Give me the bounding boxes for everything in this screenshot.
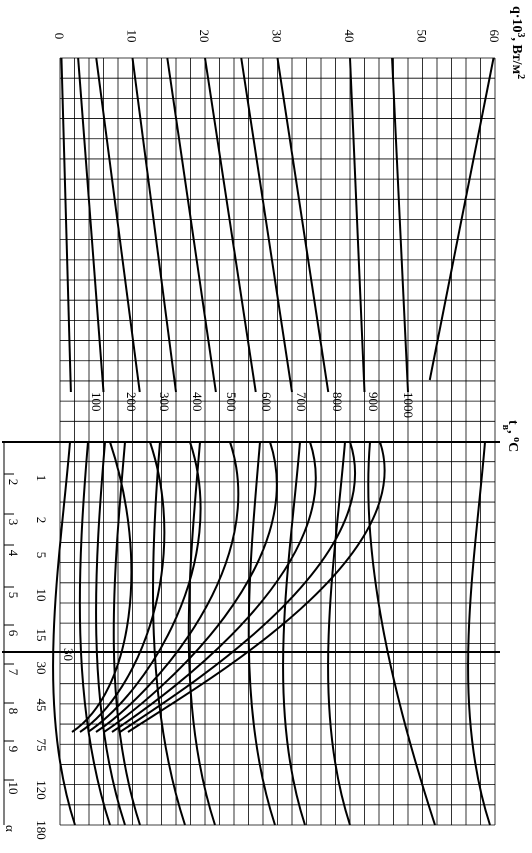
temp-line-upper: [276, 57, 330, 393]
alpha-curve: [103, 441, 278, 733]
grid: [2, 57, 500, 826]
temperature-label: 900: [366, 392, 381, 412]
alpha-tick-label: 9: [6, 746, 21, 753]
svg-text:tв, oC: tв, oC: [501, 420, 523, 452]
tau-curve: [367, 441, 436, 826]
alpha-curve: [79, 441, 166, 733]
y-axis-label: q·103, Вт/м2: [509, 6, 527, 79]
temp-line-upper: [204, 57, 257, 393]
alpha-curve: [111, 441, 317, 733]
tau-tick-label: 180: [34, 820, 49, 840]
tau-curve: [112, 441, 141, 826]
alpha-tick-label: 3: [6, 519, 21, 526]
mark-30: 30: [61, 648, 76, 661]
alpha-tick-label: 5: [6, 592, 21, 599]
q-tick-label: 30: [270, 30, 285, 43]
q-tick-label: 0: [52, 33, 67, 40]
alpha-curve: [127, 441, 386, 733]
alpha-tick-label: 7: [6, 669, 21, 676]
temperature-label: 300: [157, 392, 172, 412]
alpha-curve: [87, 441, 202, 733]
tau-tick-label: 75: [34, 739, 49, 752]
q-tick-label: 40: [342, 30, 357, 43]
tau-curve: [95, 441, 126, 826]
temp-line-upper: [131, 57, 177, 393]
tau-tick-label: 120: [34, 780, 49, 800]
temperature-label: 600: [259, 392, 274, 412]
alpha-tick-label: 10: [6, 782, 21, 795]
alpha-axis-label: α: [3, 825, 18, 832]
tau-curve: [52, 441, 76, 826]
alpha-tick-label: 2: [6, 479, 21, 486]
temp-line-upper: [166, 57, 217, 393]
tau-curve: [282, 441, 306, 826]
tau-tick-label: 5: [34, 552, 49, 559]
tau-tick-label: 15: [34, 629, 49, 642]
temperature-label: 800: [330, 392, 345, 412]
labels: 0 10 20 30 40 50 60 100 200 300 400 500 600 700 800 900…: [3, 30, 502, 840]
tau-curve: [187, 441, 216, 826]
q-tick-label: 60: [487, 30, 502, 43]
tau-curve: [467, 441, 491, 826]
alpha-curve: [71, 441, 133, 733]
temp-line-upper: [240, 57, 293, 393]
temp-line-upper: [349, 57, 366, 393]
temperature-axis-label: tв, oC: [501, 420, 523, 452]
temperature-label: 500: [224, 392, 239, 412]
tau-curve: [327, 441, 351, 826]
tau-curve: [247, 441, 276, 826]
temperature-label: 400: [190, 392, 205, 412]
alpha-tick-label: 4: [6, 550, 21, 557]
alpha-curve: [95, 441, 240, 733]
alpha-tick-label: 6: [6, 630, 21, 637]
tau-curve: [151, 441, 186, 826]
temp-line-upper: [391, 57, 409, 393]
curves: [52, 57, 495, 826]
tau-tick-label: 30: [34, 662, 49, 675]
temperature-label: 100: [89, 392, 104, 412]
tau-tick-label: 10: [34, 589, 49, 602]
svg-text:q·103, Вт/м2: q·103, Вт/м2: [509, 6, 527, 79]
q-tick-label: 50: [415, 30, 430, 43]
tau-curve: [78, 441, 111, 826]
alpha-tick-label: 8: [6, 708, 21, 715]
temperature-label: 1000: [401, 392, 416, 418]
alpha-curve: [119, 441, 357, 733]
temp-line-upper: [428, 57, 495, 381]
temp-line-upper: [60, 57, 72, 393]
q-tick-label: 10: [125, 30, 140, 43]
temp-line-upper: [77, 57, 105, 393]
tau-tick-label: 2: [34, 517, 49, 524]
q-tick-label: 20: [197, 30, 212, 43]
temperature-label: 700: [294, 392, 309, 412]
temp-line-upper: [95, 57, 141, 393]
tau-tick-label: 1: [34, 475, 49, 482]
tau-tick-label: 45: [34, 699, 49, 712]
temperature-label: 200: [124, 392, 139, 412]
